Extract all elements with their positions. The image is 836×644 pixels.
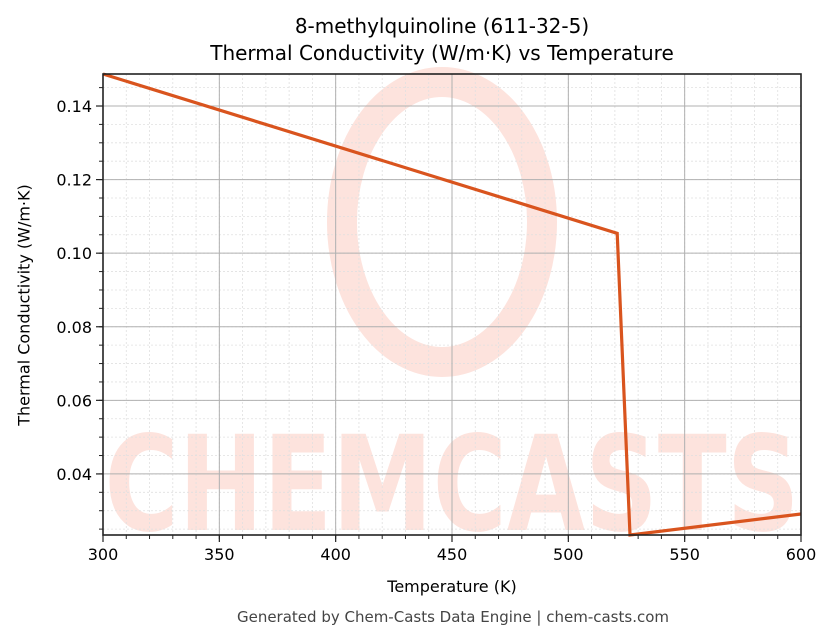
axis-ticks: 300 350 400 450 500 550 600 0.04 0.06 0.08 0.10 0.1… bbox=[56, 87, 817, 564]
svg-text:350: 350 bbox=[204, 545, 235, 564]
x-axis-label: Temperature (K) bbox=[387, 577, 517, 596]
svg-text:300: 300 bbox=[88, 545, 119, 564]
svg-text:550: 550 bbox=[669, 545, 700, 564]
svg-text:600: 600 bbox=[786, 545, 817, 564]
svg-text:400: 400 bbox=[320, 545, 351, 564]
footer-credit: Generated by Chem-Casts Data Engine | ch… bbox=[236, 608, 670, 626]
chart-title: 8-methylquinoline (611-32-5) bbox=[294, 14, 590, 38]
svg-text:0.14: 0.14 bbox=[56, 97, 92, 116]
svg-text:0.04: 0.04 bbox=[56, 465, 92, 484]
svg-text:500: 500 bbox=[553, 545, 584, 564]
chart-subtitle: Thermal Conductivity (W/m·K) vs Temperat… bbox=[210, 41, 674, 65]
data-series bbox=[102, 72, 802, 537]
svg-text:0.12: 0.12 bbox=[56, 171, 92, 190]
svg-text:0.10: 0.10 bbox=[56, 244, 92, 263]
svg-text:0.08: 0.08 bbox=[56, 318, 92, 337]
svg-text:0.06: 0.06 bbox=[56, 391, 92, 410]
svg-text:450: 450 bbox=[437, 545, 468, 564]
